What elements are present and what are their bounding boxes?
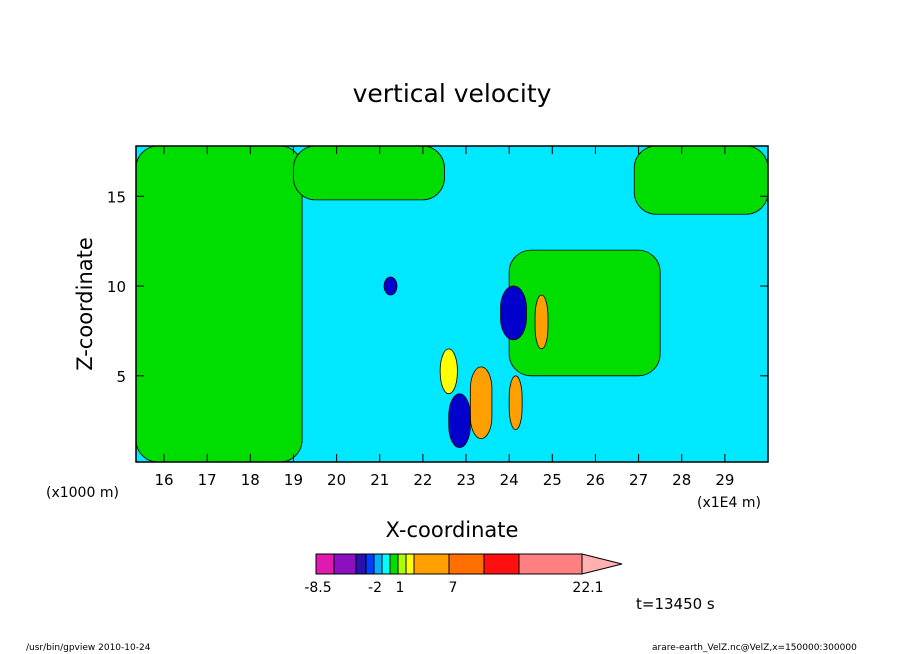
colorbar-segment <box>518 553 583 575</box>
x-tick-label: 26 <box>586 471 605 489</box>
footer-right: arare-earth_VelZ.nc@VelZ,x=150000:300000 <box>652 643 857 653</box>
x-tick-label: 25 <box>543 471 562 489</box>
colorbar-segment <box>355 553 367 575</box>
colorbar-tick-label: 1 <box>396 580 405 596</box>
x-tick-label: 24 <box>500 471 519 489</box>
colorbar-segment <box>373 553 383 575</box>
contour-plot-area: 16 17 18 19 20 21 22 23 24 25 26 27 28 29 5 10 15 <box>107 145 769 489</box>
colorbar-tick-labels: -8.5 -2 1 7 22.1 <box>304 580 603 596</box>
colorbar-segment <box>405 553 415 575</box>
colorbar-extend-arrow <box>581 553 623 575</box>
y-tick-label: 15 <box>107 188 126 206</box>
colorbar-segment <box>483 553 520 575</box>
time-label: t=13450 s <box>636 595 715 613</box>
contour-region-updraft-3 <box>508 375 523 431</box>
colorbar <box>315 553 623 575</box>
x-tick-label: 16 <box>154 471 173 489</box>
contour-region-upper-left <box>135 145 303 463</box>
x-tick-label: 29 <box>715 471 734 489</box>
x-tick-label: 23 <box>456 471 475 489</box>
contour-region-downdraft-3 <box>383 276 398 296</box>
colorbar-tick-label: 22.1 <box>572 580 603 596</box>
colorbar-tick-label: -2 <box>368 580 382 596</box>
y-tick-label: 10 <box>107 278 126 296</box>
x-axis-label: X-coordinate <box>386 518 519 542</box>
colorbar-segment <box>397 553 407 575</box>
contour-region-top-right <box>633 145 769 215</box>
colorbar-segment <box>365 553 375 575</box>
contour-region-mid-right <box>508 249 661 377</box>
colorbar-segment <box>381 553 391 575</box>
x-tick-label: 20 <box>327 471 346 489</box>
contour-regions <box>135 145 769 463</box>
plot-frame <box>135 145 769 463</box>
x-tick-label: 18 <box>241 471 260 489</box>
x-axis-ticks: 16 17 18 19 20 21 22 23 24 25 26 27 28 29 <box>154 146 734 489</box>
colorbar-segment <box>448 553 485 575</box>
x-scale-label: (x1E4 m) <box>697 495 761 511</box>
chart-title: vertical velocity <box>353 79 552 108</box>
x-tick-label: 19 <box>284 471 303 489</box>
contour-region-downdraft-2 <box>500 285 527 341</box>
colorbar-tick-label: 7 <box>449 580 458 596</box>
y-scale-label: (x1000 m) <box>46 485 119 501</box>
colorbar-segment <box>315 553 335 575</box>
x-tick-label: 21 <box>370 471 389 489</box>
colorbar-tick-label: -8.5 <box>304 580 331 596</box>
y-tick-label: 5 <box>116 368 126 386</box>
x-tick-label: 28 <box>672 471 691 489</box>
x-tick-label: 22 <box>413 471 432 489</box>
colorbar-segment <box>333 553 357 575</box>
contour-region-downdraft-1 <box>448 393 471 449</box>
x-tick-label: 17 <box>198 471 217 489</box>
contour-region-top-middle <box>293 145 445 201</box>
colorbar-segment <box>413 553 450 575</box>
colorbar-segment <box>389 553 399 575</box>
x-tick-label: 27 <box>629 471 648 489</box>
footer-left: /usr/bin/gpview 2010-10-24 <box>26 643 151 653</box>
contour-region-updraft-2 <box>469 366 493 440</box>
contour-region-updraft-1 <box>439 348 458 395</box>
y-axis-label: Z-coordinate <box>73 237 97 371</box>
y-axis-ticks: 5 10 15 <box>107 188 768 386</box>
contour-region-updraft-4 <box>534 294 549 350</box>
